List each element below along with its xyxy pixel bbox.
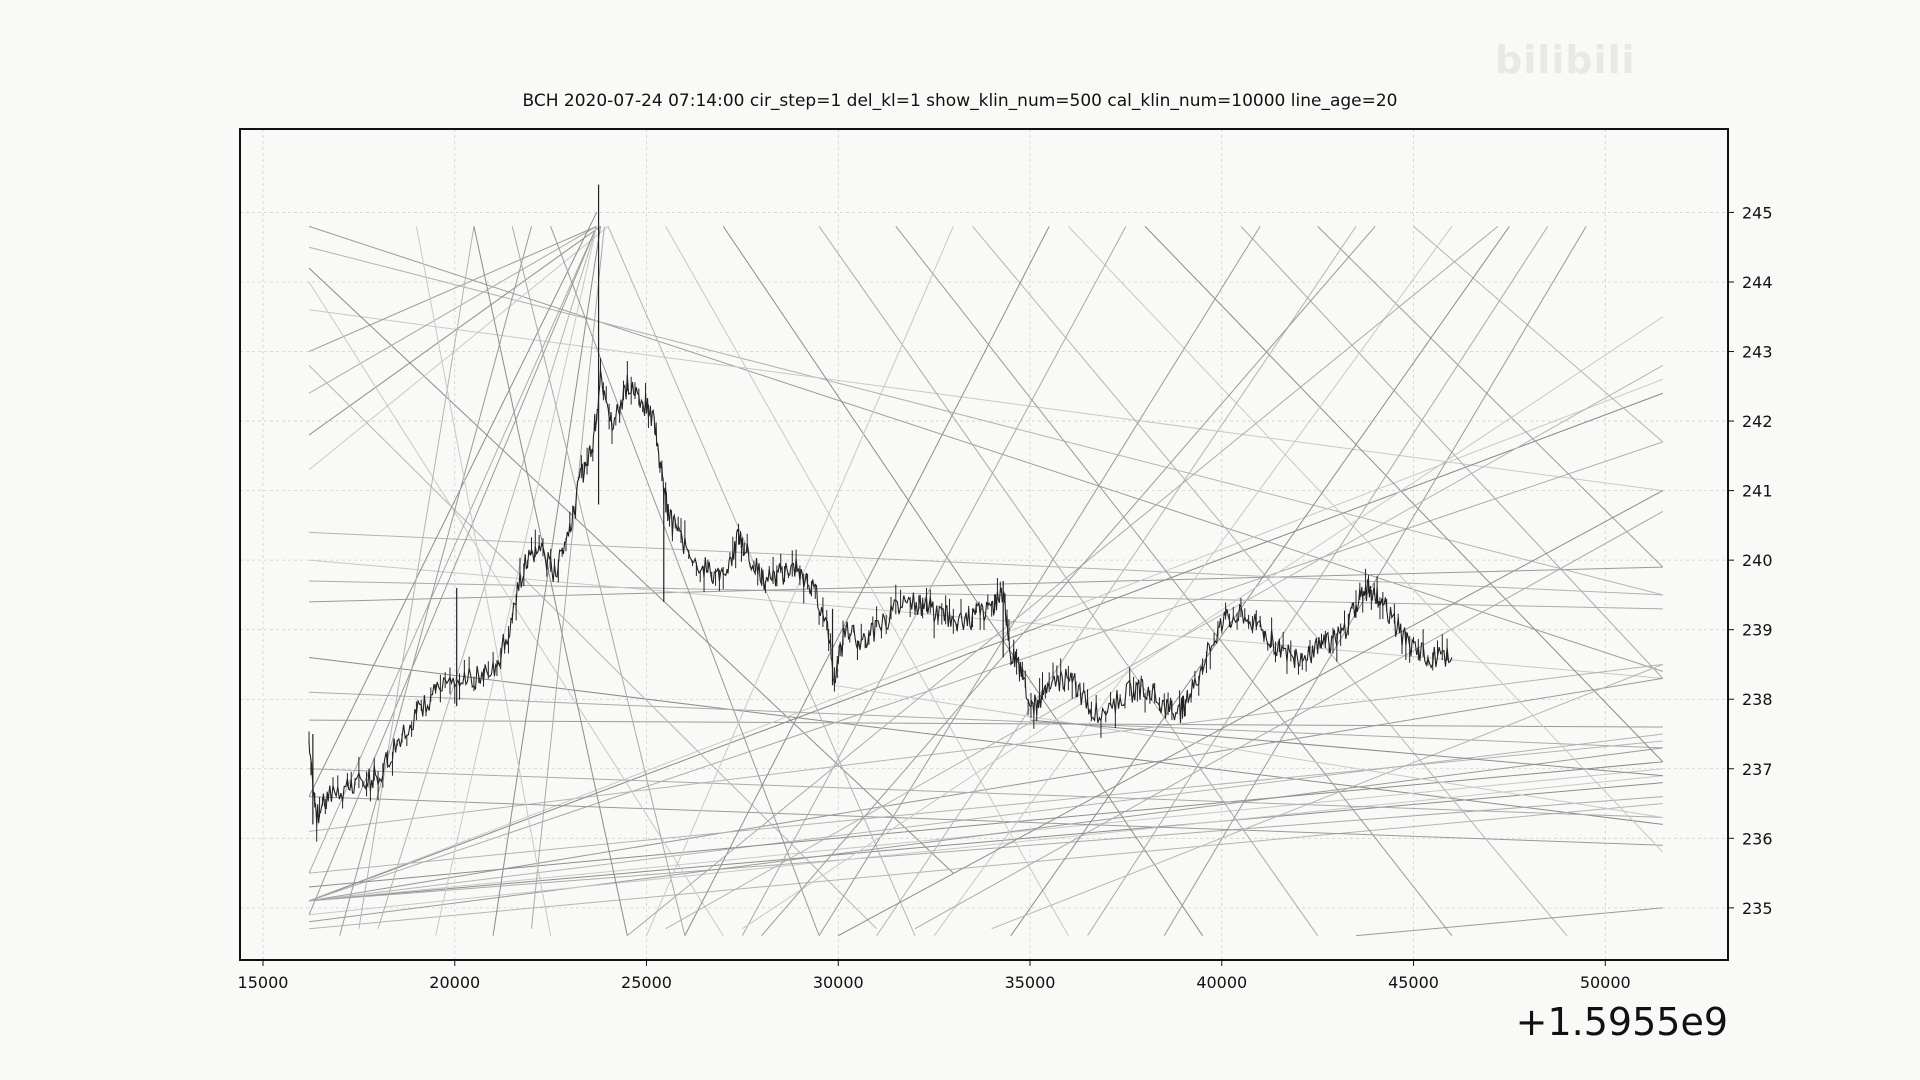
x-tick-label: 35000: [1005, 973, 1056, 992]
y-tick-label: 237: [1742, 760, 1773, 779]
trend-line: [838, 490, 1664, 937]
trend-line: [308, 441, 1663, 902]
trend-line: [834, 684, 1663, 818]
x-tick-label: 50000: [1580, 973, 1631, 992]
trend-line: [308, 803, 1663, 930]
x-tick-label: 25000: [621, 973, 672, 992]
grid-layer: [240, 129, 1728, 960]
y-tick-label: 238: [1742, 690, 1773, 709]
trend-line: [308, 392, 1663, 902]
trend-line: [308, 226, 598, 915]
trend-line: [1068, 226, 1664, 853]
trend-line: [308, 796, 1663, 902]
trend-line: [309, 691, 1663, 749]
x-offset-label: +1.5955e9: [1515, 1000, 1728, 1044]
trend-line: [550, 226, 820, 936]
x-tick-label: 20000: [429, 973, 480, 992]
price-layer: [308, 184, 1453, 842]
y-tick-label: 241: [1742, 482, 1773, 501]
trend-line: [742, 316, 1664, 930]
trend-line: [972, 226, 1568, 936]
trend-line: [415, 226, 552, 936]
trend-line: [492, 226, 601, 936]
trend-line: [308, 309, 1663, 492]
y-tick-label: 240: [1742, 551, 1773, 570]
trend-line: [665, 364, 1664, 930]
trend-line: [308, 761, 1663, 888]
chart-title: BCH 2020-07-24 07:14:00 cir_step=1 del_k…: [522, 91, 1398, 111]
trend-line: [473, 226, 628, 936]
trendline-layer: [308, 212, 1664, 937]
y-tick-label: 243: [1742, 343, 1773, 362]
trend-line: [358, 226, 475, 929]
trend-line: [308, 267, 954, 874]
y-tick-label: 242: [1742, 412, 1773, 431]
trend-line: [684, 226, 1050, 936]
trend-line: [308, 733, 1663, 902]
trend-line: [1355, 907, 1663, 937]
trend-line: [308, 657, 1663, 825]
trend-line: [308, 212, 598, 797]
x-tick-label: 40000: [1196, 973, 1247, 992]
trend-line: [1163, 226, 1587, 936]
price-series-line: [308, 369, 1453, 826]
trend-line: [933, 226, 1453, 936]
trend-line: [309, 768, 1663, 818]
trend-line: [876, 226, 1357, 936]
y-tick-label: 245: [1742, 203, 1773, 222]
trend-line: [308, 225, 609, 471]
trend-line: [530, 226, 605, 929]
trend-line: [761, 226, 1376, 936]
trend-line: [511, 226, 686, 936]
trend-line: [308, 225, 1663, 672]
trend-line: [308, 782, 1663, 902]
trend-line: [1413, 225, 1664, 443]
trend-line: [1144, 226, 1664, 763]
trend-line: [914, 511, 1664, 930]
trend-line: [991, 663, 1663, 930]
trend-line: [1010, 226, 1510, 936]
trend-line: [309, 719, 1663, 728]
trend-line: [308, 747, 1663, 923]
trend-line: [1029, 719, 1663, 777]
trend-line: [741, 226, 1127, 936]
trend-line: [308, 365, 877, 930]
watermark-logo: bilibili: [1495, 38, 1636, 82]
x-axis: 15000 20000 25000 30000 35000 40000 45000 50000: [238, 960, 1631, 992]
x-tick-label: 30000: [813, 973, 864, 992]
trend-line: [308, 225, 597, 394]
trend-line: [308, 225, 597, 352]
y-tick-label: 236: [1742, 829, 1773, 848]
trend-line: [722, 226, 1204, 936]
y-tick-label: 235: [1742, 899, 1773, 918]
y-tick-label: 244: [1742, 273, 1773, 292]
trend-line: [818, 226, 1261, 936]
y-axis: 235 236 237 238 239 240 241 242 243 244 245: [1728, 203, 1773, 918]
trend-line: [435, 226, 598, 936]
trend-line: [309, 566, 1663, 603]
trend-line: [308, 246, 1663, 596]
plot-frame: [239, 128, 1729, 961]
trend-line: [308, 225, 601, 436]
trend-line: [309, 531, 1663, 596]
trend-line: [1317, 225, 1664, 568]
trend-line: [308, 775, 1663, 916]
trend-line: [308, 226, 598, 874]
trend-line: [309, 796, 1663, 846]
trend-line: [377, 226, 598, 929]
trend-line: [1087, 226, 1549, 936]
x-tick-label: 15000: [238, 973, 289, 992]
y-tick-label: 239: [1742, 621, 1773, 640]
trend-line: [627, 225, 1499, 937]
trend-line: [309, 580, 1663, 610]
trend-line: [339, 226, 532, 936]
x-tick-label: 45000: [1388, 973, 1439, 992]
